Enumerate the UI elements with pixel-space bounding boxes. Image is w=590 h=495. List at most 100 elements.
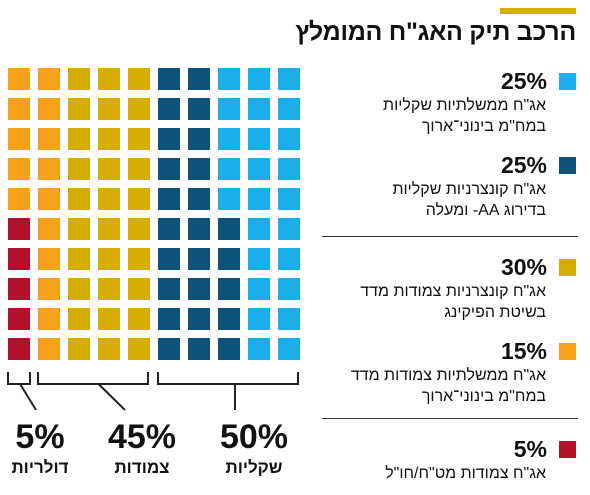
waffle-cell <box>68 218 90 240</box>
waffle-cell <box>158 338 180 360</box>
waffle-cell <box>128 68 150 90</box>
waffle-cell <box>218 158 240 180</box>
group-label-cpi: צמודות <box>114 458 170 477</box>
legend-item-3: 30% אג"ח קונצרניות צמודות מדד בשיטת הפיק… <box>346 254 576 323</box>
waffle-cell <box>158 98 180 120</box>
waffle-cell <box>158 158 180 180</box>
waffle-cell <box>98 98 120 120</box>
waffle-cell <box>8 338 30 360</box>
waffle-cell <box>218 98 240 120</box>
waffle-cell <box>8 308 30 330</box>
waffle-cell <box>188 308 210 330</box>
waffle-cell <box>188 188 210 210</box>
waffle-cell <box>218 68 240 90</box>
waffle-cell <box>188 68 210 90</box>
waffle-cell <box>68 68 90 90</box>
legend-label: אג"ח קונצרניות שקליות בדירוג AA- ומעלה <box>392 181 546 219</box>
waffle-cell <box>248 308 270 330</box>
legend-item-4: 15% אג"ח ממשלתיות צמודות מדד במח"מ בינונ… <box>346 338 576 407</box>
waffle-cell <box>38 68 60 90</box>
waffle-cell <box>248 128 270 150</box>
waffle-cell <box>68 338 90 360</box>
legend-swatch <box>559 441 576 458</box>
waffle-cell <box>248 248 270 270</box>
waffle-cell <box>248 158 270 180</box>
waffle-cell <box>218 248 240 270</box>
waffle-cell <box>38 158 60 180</box>
legend-item-5: 5% אג"ח צמודות מט"ח/חו"ל <box>385 436 576 484</box>
legend-divider <box>322 236 578 237</box>
legend-item-1: 25% אג"ח ממשלתיות שקליות במח"מ בינוני־אר… <box>346 68 576 137</box>
legend-label: אג"ח ממשלתיות צמודות מדד במח"מ בינוני־אר… <box>350 367 546 405</box>
waffle-cell <box>38 218 60 240</box>
bracket-shekel <box>157 372 299 410</box>
waffle-cell <box>188 218 210 240</box>
legend-percent: 15% <box>500 338 547 364</box>
waffle-cell <box>188 98 210 120</box>
waffle-cell <box>218 278 240 300</box>
waffle-cell <box>188 128 210 150</box>
waffle-cell <box>68 248 90 270</box>
waffle-cell <box>248 338 270 360</box>
group-percent-shekel: 50% <box>219 418 289 456</box>
waffle-cell <box>128 98 150 120</box>
waffle-cell <box>98 278 120 300</box>
waffle-cell <box>38 308 60 330</box>
legend-percent: 25% <box>500 68 547 94</box>
bracket-cpi <box>37 372 149 411</box>
waffle-cell <box>278 278 300 300</box>
waffle-cell <box>128 308 150 330</box>
waffle-cell <box>128 188 150 210</box>
waffle-cell <box>158 128 180 150</box>
waffle-cell <box>218 128 240 150</box>
waffle-cell <box>98 338 120 360</box>
waffle-cell <box>38 338 60 360</box>
waffle-cell <box>188 248 210 270</box>
waffle-cell <box>128 248 150 270</box>
waffle-cell <box>128 338 150 360</box>
waffle-cell <box>38 98 60 120</box>
waffle-cell <box>38 188 60 210</box>
waffle-cell <box>218 338 240 360</box>
group-percent-dollar: 5% <box>15 418 65 456</box>
waffle-cell <box>98 188 120 210</box>
waffle-cell <box>278 158 300 180</box>
waffle-cell <box>98 248 120 270</box>
waffle-cell <box>68 158 90 180</box>
legend-divider <box>322 418 578 419</box>
waffle-cell <box>128 218 150 240</box>
waffle-cell <box>278 308 300 330</box>
legend-swatch <box>559 259 576 276</box>
waffle-cell <box>8 158 30 180</box>
legend-label: אג"ח צמודות מט"ח/חו"ל <box>385 465 546 482</box>
waffle-cell <box>68 308 90 330</box>
legend-percent: 30% <box>500 254 547 280</box>
waffle-cell <box>68 98 90 120</box>
waffle-cell <box>38 248 60 270</box>
waffle-cell <box>278 218 300 240</box>
waffle-cell <box>8 98 30 120</box>
legend-item-2: 25% אג"ח קונצרניות שקליות בדירוג AA- ומע… <box>346 152 576 221</box>
waffle-cell <box>98 308 120 330</box>
waffle-cell <box>278 128 300 150</box>
group-percent-cpi: 45% <box>107 418 177 456</box>
waffle-cell <box>8 278 30 300</box>
waffle-cell <box>68 128 90 150</box>
waffle-cell <box>98 68 120 90</box>
legend-swatch <box>559 343 576 360</box>
waffle-cell <box>8 68 30 90</box>
waffle-cell <box>248 98 270 120</box>
waffle-cell <box>158 308 180 330</box>
group-label-dollar: דולריות <box>11 458 69 477</box>
waffle-cell <box>278 68 300 90</box>
waffle-cell <box>98 218 120 240</box>
waffle-cell <box>8 218 30 240</box>
waffle-cell <box>128 128 150 150</box>
waffle-cell <box>248 278 270 300</box>
legend-percent: 5% <box>513 436 547 462</box>
waffle-cell <box>278 188 300 210</box>
waffle-cell <box>278 98 300 120</box>
waffle-cell <box>248 68 270 90</box>
waffle-cell <box>38 278 60 300</box>
